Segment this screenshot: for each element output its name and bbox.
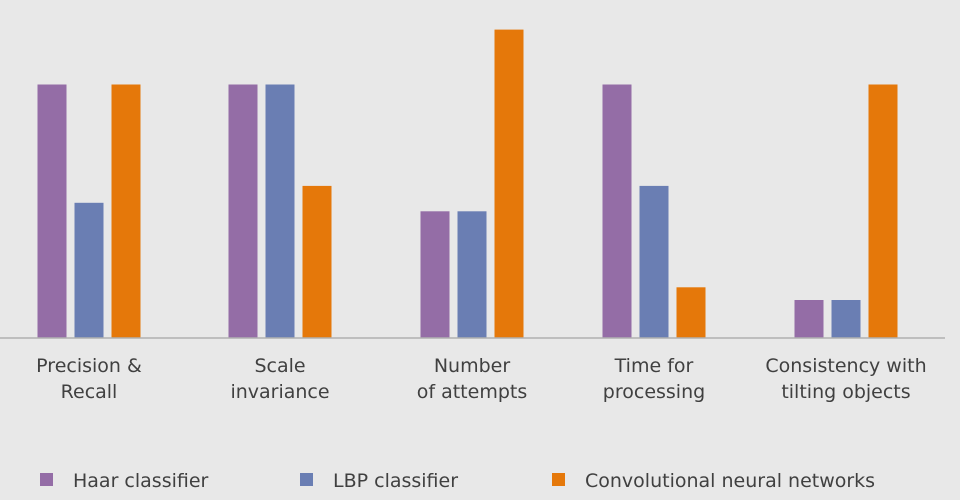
x-tick-label-0-line-1: Recall — [61, 381, 118, 403]
bar-series-1-cat-0 — [74, 202, 104, 338]
x-tick-label-2-line-1: of attempts — [417, 381, 528, 403]
bar-series-1-cat-1 — [265, 84, 295, 338]
x-tick-label-4-line-1: tilting objects — [781, 381, 910, 403]
bar-series-0-cat-2 — [420, 211, 450, 339]
bars — [37, 29, 898, 339]
x-tick-label-3-line-1: processing — [603, 381, 705, 403]
legend-label-1: LBP classifier — [333, 470, 458, 492]
x-tick-label-0-line-0: Precision & — [36, 355, 142, 377]
bar-series-2-cat-3 — [676, 287, 706, 338]
x-tick-label-1-line-1: invariance — [230, 381, 329, 403]
x-tick-labels: Precision & Recall Scale invariance Number of… — [36, 355, 926, 403]
bar-series-1-cat-4 — [831, 300, 861, 338]
legend-label-0: Haar classifier — [73, 470, 209, 492]
legend-swatch-1 — [300, 473, 313, 486]
bar-series-0-cat-1 — [228, 84, 258, 338]
bar-series-0-cat-3 — [602, 84, 632, 338]
x-tick-label-4-line-0: Consistency with — [765, 355, 926, 377]
x-tick-label-1-line-0: Scale — [254, 355, 305, 377]
bar-series-0-cat-0 — [37, 84, 67, 338]
legend: Haar classifier LBP classifier Convolution… — [40, 470, 875, 492]
bar-series-1-cat-3 — [639, 185, 669, 338]
legend-swatch-2 — [552, 473, 565, 486]
bar-series-2-cat-0 — [111, 84, 141, 338]
bar-series-1-cat-2 — [457, 211, 487, 339]
legend-label-2: Convolutional neural networks — [585, 470, 875, 492]
bar-series-2-cat-4 — [868, 84, 898, 338]
legend-swatch-0 — [40, 473, 53, 486]
bar-series-2-cat-1 — [302, 185, 332, 338]
bar-series-0-cat-4 — [794, 300, 824, 338]
bar-series-2-cat-2 — [494, 29, 524, 338]
x-tick-label-2-line-0: Number — [434, 355, 511, 377]
x-tick-label-3-line-0: Time for — [614, 355, 694, 377]
